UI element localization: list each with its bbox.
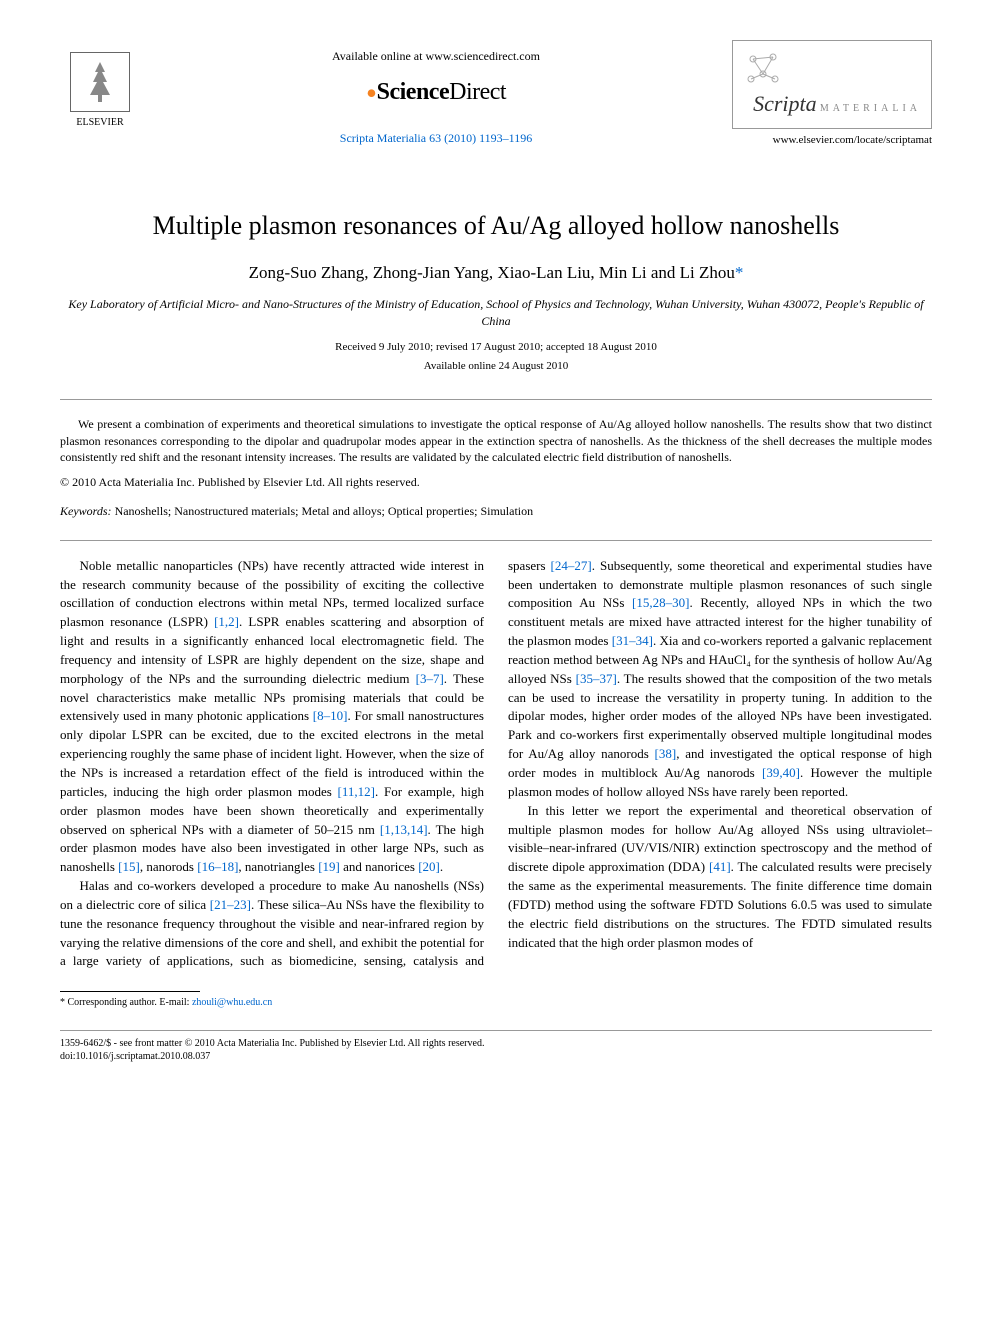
journal-name: Scripta <box>753 91 817 116</box>
ref-link[interactable]: [11,12] <box>338 784 375 799</box>
header-row: ELSEVIER Available online at www.science… <box>60 40 932 178</box>
journal-url[interactable]: www.elsevier.com/locate/scriptamat <box>732 133 932 148</box>
abstract: We present a combination of experiments … <box>60 416 932 466</box>
ref-link[interactable]: [8–10] <box>313 708 348 723</box>
ref-link[interactable]: [15,28–30] <box>632 595 689 610</box>
ref-link[interactable]: [35–37] <box>576 671 617 686</box>
ref-link[interactable]: [1,2] <box>214 614 239 629</box>
bottom-rule <box>60 1030 932 1031</box>
available-date: Available online 24 August 2010 <box>60 359 932 374</box>
publisher-logo: ELSEVIER <box>60 40 140 130</box>
email-link[interactable]: zhouli@whu.edu.cn <box>192 997 272 1008</box>
elsevier-tree-icon <box>70 52 130 112</box>
issn-line: 1359-6462/$ - see front matter © 2010 Ac… <box>60 1037 932 1050</box>
divider-top <box>60 399 932 400</box>
available-online-text: Available online at www.sciencedirect.co… <box>140 48 732 65</box>
journal-box: Scripta MATERIALIA <box>732 40 932 129</box>
publisher-name: ELSEVIER <box>76 116 123 130</box>
platform-prefix: Science <box>377 79 449 105</box>
doi-line: doi:10.1016/j.scriptamat.2010.08.037 <box>60 1050 932 1063</box>
ref-link[interactable]: [38] <box>655 746 677 761</box>
abstract-copyright: © 2010 Acta Materialia Inc. Published by… <box>60 474 932 491</box>
journal-structure-icon <box>743 49 783 89</box>
center-header: Available online at www.sciencedirect.co… <box>140 40 732 146</box>
platform-logo: •ScienceDirect <box>140 71 732 116</box>
sd-dot-icon: • <box>366 75 377 111</box>
body-para-1: Noble metallic nanoparticles (NPs) have … <box>60 557 484 877</box>
ref-link[interactable]: [39,40] <box>762 765 800 780</box>
journal-subtitle: MATERIALIA <box>820 103 921 114</box>
ref-link[interactable]: [21–23] <box>210 897 251 912</box>
received-dates: Received 9 July 2010; revised 17 August … <box>60 340 932 355</box>
ref-link[interactable]: [15] <box>118 859 140 874</box>
article-title: Multiple plasmon resonances of Au/Ag all… <box>60 208 932 244</box>
author-list: Zong-Suo Zhang, Zhong-Jian Yang, Xiao-La… <box>249 263 735 282</box>
journal-name-wrap: Scripta MATERIALIA <box>753 89 921 120</box>
body-para-3: In this letter we report the experimenta… <box>508 802 932 953</box>
ref-link[interactable]: [20] <box>418 859 440 874</box>
affiliation: Key Laboratory of Artificial Micro- and … <box>60 296 932 330</box>
corresponding-footnote: * Corresponding author. E-mail: zhouli@w… <box>60 996 932 1010</box>
ref-link[interactable]: [19] <box>318 859 340 874</box>
footer-meta: 1359-6462/$ - see front matter © 2010 Ac… <box>60 1037 932 1063</box>
ref-link[interactable]: [24–27] <box>551 558 592 573</box>
ref-link[interactable]: [3–7] <box>416 671 444 686</box>
footnote-label: * Corresponding author. E-mail: <box>60 997 192 1008</box>
ref-link[interactable]: [1,13,14] <box>380 822 428 837</box>
footnote-rule <box>60 991 200 992</box>
platform-suffix: Direct <box>449 79 506 105</box>
journal-reference[interactable]: Scripta Materialia 63 (2010) 1193–1196 <box>140 130 732 147</box>
divider-bottom <box>60 540 932 541</box>
keywords-line: Keywords: Nanoshells; Nanostructured mat… <box>60 503 932 520</box>
ref-link[interactable]: [31–34] <box>612 633 653 648</box>
corresponding-mark: * <box>735 263 744 282</box>
ref-link[interactable]: [16–18] <box>197 859 238 874</box>
keywords-label: Keywords: <box>60 504 112 518</box>
authors: Zong-Suo Zhang, Zhong-Jian Yang, Xiao-La… <box>60 261 932 285</box>
body-columns: Noble metallic nanoparticles (NPs) have … <box>60 557 932 972</box>
page-container: ELSEVIER Available online at www.science… <box>0 0 992 1103</box>
journal-box-wrap: Scripta MATERIALIA www.elsevier.com/loca… <box>732 40 932 178</box>
ref-link[interactable]: [41] <box>709 859 731 874</box>
keywords-text: Nanoshells; Nanostructured materials; Me… <box>115 504 534 518</box>
